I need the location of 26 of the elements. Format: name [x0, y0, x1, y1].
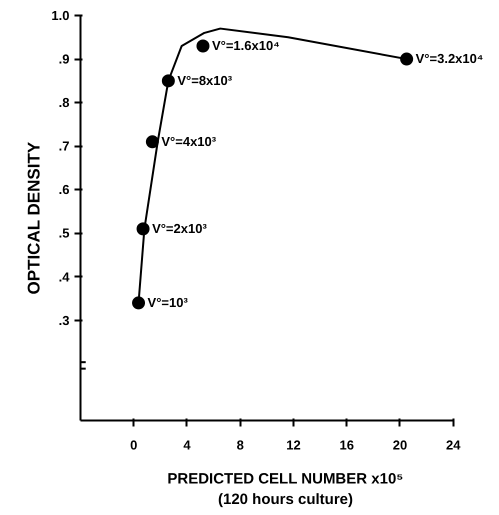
- x-tick-label: 20: [392, 438, 408, 452]
- x-tick-label: 16: [340, 438, 354, 452]
- y-tick-label: .4: [58, 269, 70, 284]
- annotation: V°=4x10³: [161, 134, 217, 149]
- point: [196, 39, 210, 52]
- annotation: V°=1.6x10⁴: [212, 38, 280, 53]
- y-tick-label: .6: [58, 182, 70, 198]
- annotation: V°=8x10³: [177, 72, 233, 88]
- y-tick-label: 1.0: [51, 8, 70, 23]
- point: [400, 52, 414, 66]
- x-tick-label: 8: [236, 438, 244, 452]
- annotation: V°=2x10³: [152, 220, 208, 236]
- y-tick-label: .9: [58, 52, 70, 67]
- y-tick-label: .7: [58, 138, 70, 154]
- x-tick-label: 4: [183, 438, 192, 452]
- y-tick-label: .8: [58, 95, 70, 110]
- annotation: V°=3.2x10⁴: [416, 51, 484, 66]
- annotation: V°=10³: [148, 294, 188, 310]
- x-tick-label: 24: [446, 438, 462, 452]
- x-axis-title: PREDICTED CELL NUMBER x10⁵ (120 hours culture): [167, 470, 404, 508]
- point: [132, 296, 146, 310]
- y-axis-title: OPTICAL DENSITY: [24, 141, 44, 295]
- y-tick-label: .3: [58, 312, 70, 328]
- x-tick-label: 12: [286, 438, 301, 452]
- y-tick-label: .5: [58, 226, 70, 241]
- x-tick-label: 0: [130, 438, 138, 452]
